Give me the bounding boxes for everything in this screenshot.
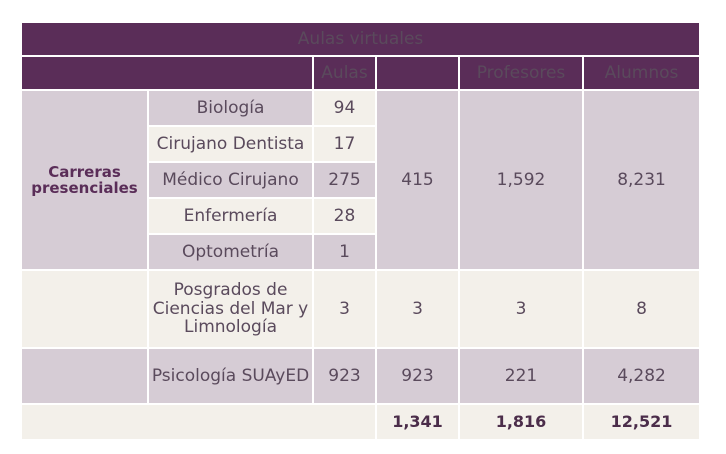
- carrera-aulas: 275: [312, 161, 377, 199]
- posgrados-name: Posgrados de Ciencias del Mar y Limnolog…: [147, 269, 314, 349]
- carrera-aulas: 94: [312, 89, 377, 127]
- aulas-virtuales-table: Aulas virtuales Aulas Profesores Alumnos…: [19, 21, 702, 441]
- table-title: Aulas virtuales: [19, 21, 702, 57]
- header-profesores: Profesores: [458, 55, 584, 91]
- psicologia-alumnos: 4,282: [581, 347, 702, 405]
- posgrados-total-aulas: 3: [375, 269, 460, 349]
- carrera-name: Optometría: [147, 233, 314, 271]
- carreras-label: Carreras presenciales: [20, 89, 149, 271]
- header-alumnos: Alumnos: [581, 55, 702, 91]
- carreras-alumnos: 8,231: [581, 89, 702, 271]
- posgrados-profesores: 3: [458, 269, 584, 349]
- carrera-aulas: 17: [312, 125, 377, 163]
- header-blank: [20, 55, 314, 91]
- posgrados-alumnos: 8: [581, 269, 702, 349]
- totals-label-blank: [20, 403, 377, 441]
- posgrados-label-blank: [20, 269, 149, 349]
- carreras-profesores: 1,592: [458, 89, 584, 271]
- carrera-name: Enfermería: [147, 197, 314, 235]
- psicologia-aulas: 923: [312, 347, 377, 405]
- carrera-aulas: 28: [312, 197, 377, 235]
- carreras-total-aulas: 415: [375, 89, 460, 271]
- psicologia-profesores: 221: [458, 347, 584, 405]
- total-aulas: 1,341: [375, 403, 460, 441]
- header-total-blank: [375, 55, 460, 91]
- psicologia-total-aulas: 923: [375, 347, 460, 405]
- carrera-name: Cirujano Dentista: [147, 125, 314, 163]
- total-alumnos: 12,521: [581, 403, 702, 441]
- psicologia-name: Psicología SUAyED: [147, 347, 314, 405]
- carrera-aulas: 1: [312, 233, 377, 271]
- header-aulas: Aulas: [312, 55, 377, 91]
- total-profesores: 1,816: [458, 403, 584, 441]
- psicologia-label-blank: [20, 347, 149, 405]
- carrera-name: Médico Cirujano: [147, 161, 314, 199]
- carrera-name: Biología: [147, 89, 314, 127]
- posgrados-aulas: 3: [312, 269, 377, 349]
